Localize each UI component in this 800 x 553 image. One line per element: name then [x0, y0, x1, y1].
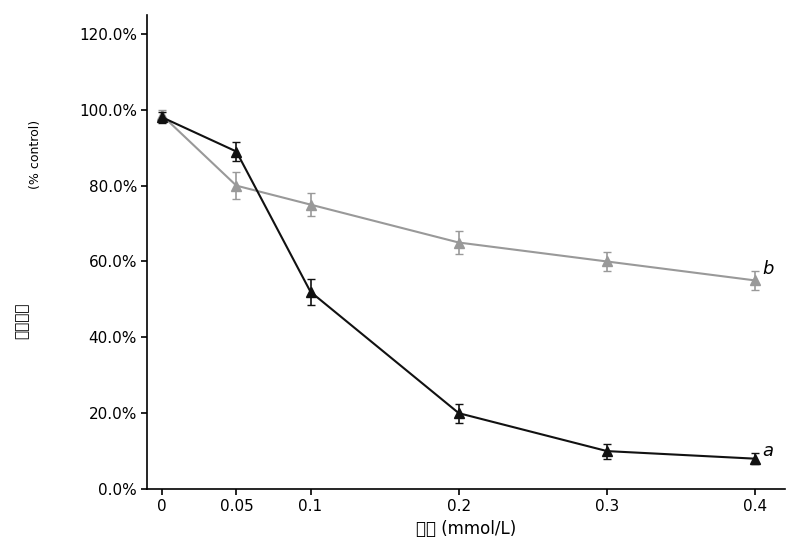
- Text: a: a: [762, 442, 774, 460]
- Text: 细胞活性: 细胞活性: [15, 302, 30, 339]
- Text: b: b: [762, 260, 774, 278]
- X-axis label: 浓度 (mmol/L): 浓度 (mmol/L): [416, 520, 516, 538]
- Text: (% control): (% control): [30, 121, 42, 189]
